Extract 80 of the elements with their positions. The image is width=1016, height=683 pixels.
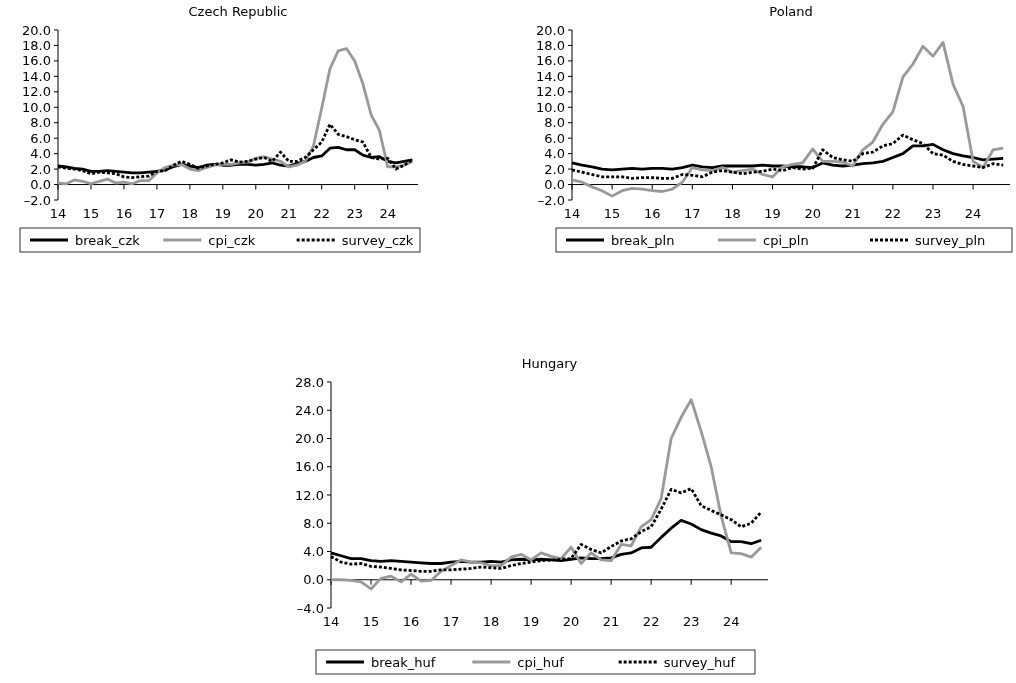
x-tick-label: 21 — [844, 206, 862, 221]
x-tick-label: 14 — [563, 206, 581, 221]
x-tick-label: 14 — [322, 614, 340, 629]
y-tick-label: 6.0 — [30, 130, 51, 146]
y-tick-label: 4.0 — [544, 146, 565, 162]
x-tick-label: 23 — [924, 206, 942, 221]
chart-title: Czech Republic — [188, 4, 288, 19]
x-tick-label: 18 — [724, 206, 741, 221]
x-tick-label: 20 — [247, 206, 265, 221]
legend-label: cpi_huf — [517, 654, 565, 670]
legend-label: survey_pln — [915, 232, 986, 248]
y-tick-label: 20.0 — [295, 431, 324, 447]
y-tick-label: 10.0 — [22, 99, 51, 115]
x-tick-label: 19 — [214, 206, 232, 221]
x-tick-label: 17 — [442, 614, 460, 629]
x-tick-label: 15 — [82, 206, 100, 221]
x-tick-label: 23 — [682, 614, 700, 629]
y-tick-label: 24.0 — [295, 402, 324, 418]
y-tick-label: 18.0 — [536, 38, 565, 53]
y-tick-label: 16.0 — [536, 53, 565, 69]
x-tick-label: 21 — [280, 206, 298, 221]
x-tick-label: 17 — [684, 206, 701, 221]
y-tick-label: 0.0 — [303, 572, 324, 588]
legend-label: cpi_pln — [763, 232, 809, 248]
y-tick-label: 12.0 — [536, 84, 565, 100]
y-tick-label: 18.0 — [22, 38, 51, 53]
y-tick-label: 0.0 — [30, 177, 51, 193]
y-tick-label: 8.0 — [544, 115, 565, 131]
y-tick-label: 12.0 — [295, 487, 324, 503]
y-tick-label: 20.0 — [536, 22, 565, 38]
x-tick-label: 19 — [764, 206, 781, 221]
x-tick-label: 24 — [722, 614, 740, 629]
y-tick-label: 8.0 — [30, 115, 51, 131]
chart-title: Poland — [769, 4, 813, 19]
y-tick-label: 14.0 — [536, 68, 565, 84]
x-tick-label: 22 — [642, 614, 660, 629]
x-tick-label: 22 — [884, 206, 902, 221]
y-tick-label: –2.0 — [23, 192, 51, 208]
y-tick-label: 12.0 — [22, 84, 51, 100]
y-tick-label: 6.0 — [544, 130, 565, 146]
legend-label: survey_czk — [341, 232, 414, 248]
x-tick-label: 20 — [804, 206, 821, 221]
x-tick-label: 20 — [562, 614, 580, 629]
x-tick-label: 22 — [313, 206, 331, 221]
y-tick-label: 4.0 — [30, 146, 51, 162]
chart-title: Hungary — [521, 356, 578, 371]
legend-label: cpi_czk — [208, 232, 256, 248]
x-tick-label: 15 — [362, 614, 380, 629]
x-tick-label: 14 — [49, 206, 67, 221]
legend-label: break_pln — [611, 232, 675, 248]
y-tick-label: 28.0 — [295, 374, 324, 390]
x-tick-label: 16 — [643, 206, 661, 221]
x-tick-label: 15 — [603, 206, 621, 221]
y-tick-label: 2.0 — [544, 161, 565, 177]
line-series — [329, 398, 763, 591]
y-tick-label: 4.0 — [303, 544, 324, 560]
x-tick-label: 23 — [346, 206, 363, 221]
x-tick-label: 24 — [964, 206, 982, 221]
x-tick-label: 18 — [181, 206, 199, 221]
x-tick-label: 16 — [115, 206, 133, 221]
y-tick-label: 0.0 — [544, 177, 565, 193]
line-series — [570, 40, 1005, 198]
y-tick-label: 16.0 — [22, 53, 51, 69]
y-tick-label: 2.0 — [30, 161, 51, 177]
y-tick-label: 16.0 — [295, 459, 324, 475]
y-tick-label: –2.0 — [537, 192, 565, 208]
x-tick-label: 16 — [402, 614, 420, 629]
legend-label: survey_huf — [663, 654, 736, 670]
x-tick-label: 18 — [482, 614, 500, 629]
y-tick-label: –4.0 — [296, 600, 324, 616]
legend-label: break_czk — [75, 232, 141, 248]
legend-label: break_huf — [371, 654, 436, 670]
y-tick-label: 14.0 — [22, 68, 51, 84]
x-tick-label: 19 — [522, 614, 540, 629]
y-tick-label: 10.0 — [536, 99, 565, 115]
y-tick-label: 20.0 — [22, 22, 51, 38]
y-tick-label: 8.0 — [303, 515, 324, 531]
x-tick-label: 24 — [379, 206, 396, 221]
x-tick-label: 17 — [148, 206, 166, 221]
x-tick-label: 21 — [602, 614, 620, 629]
